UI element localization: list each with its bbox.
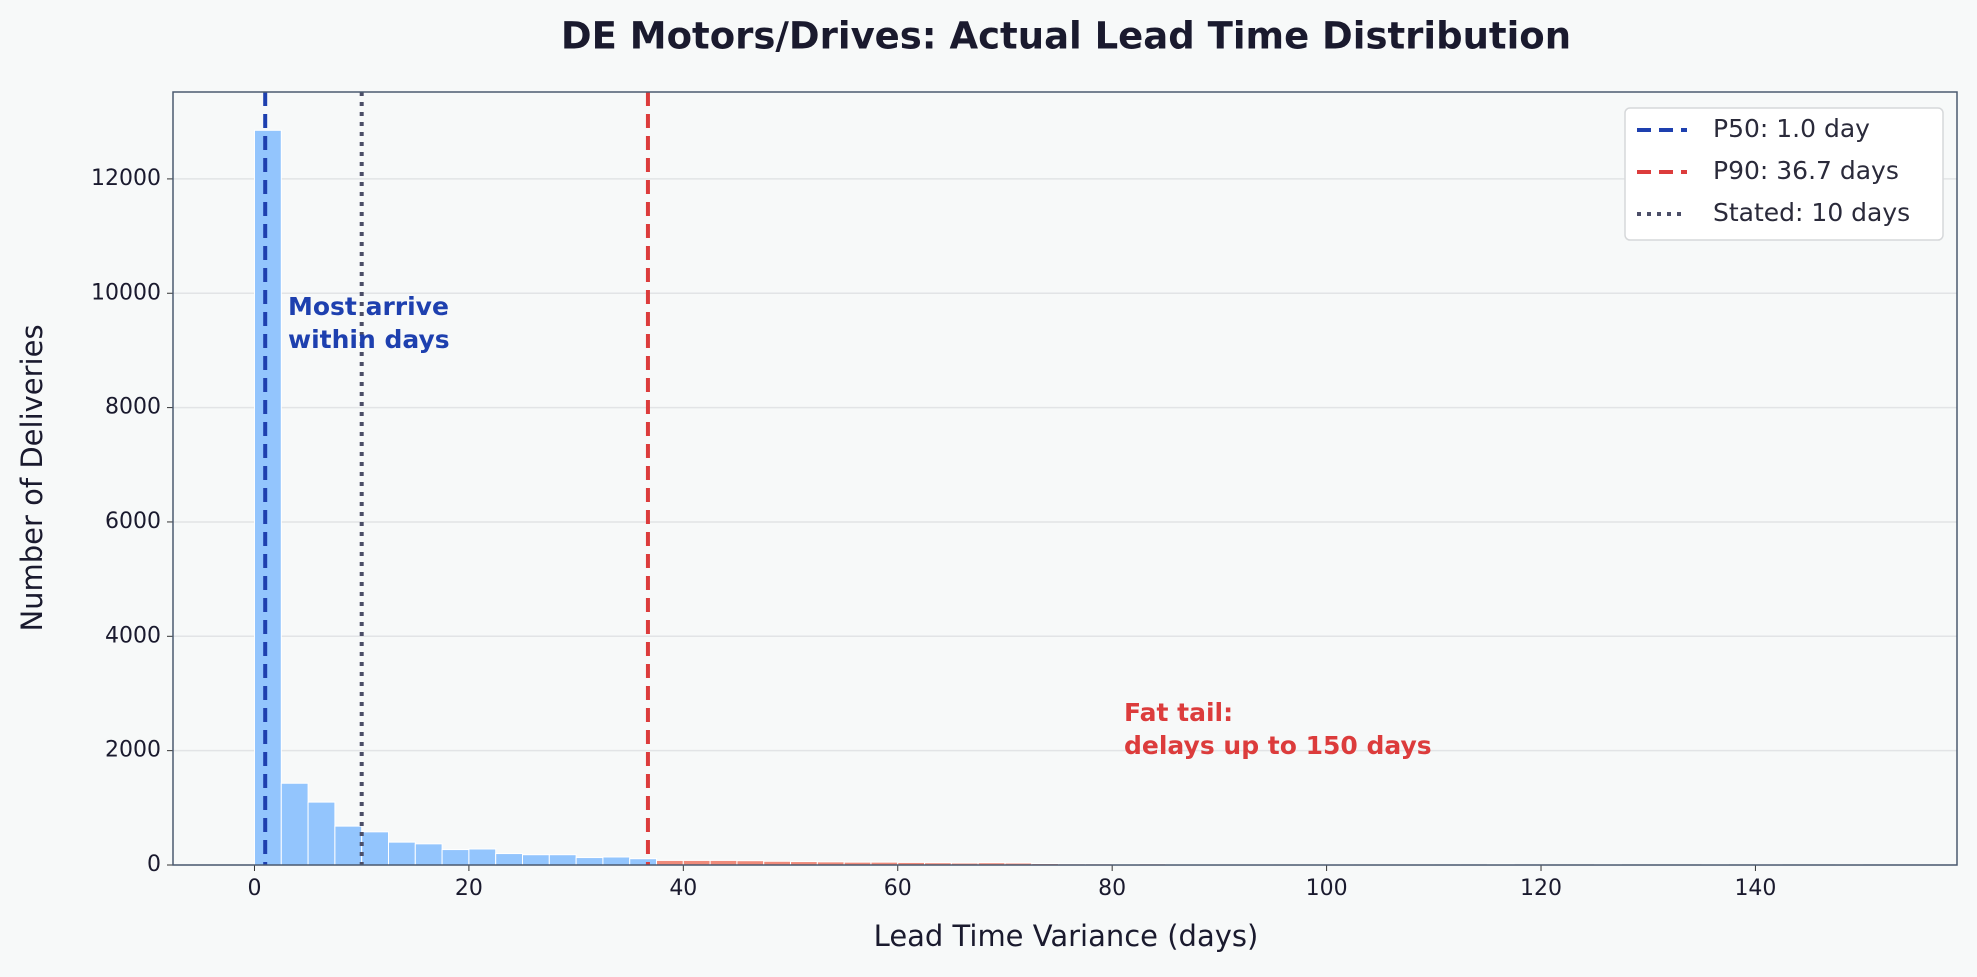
legend-box: [1624, 107, 1944, 241]
y-tick-label: 0: [147, 852, 161, 877]
bar: [629, 858, 658, 866]
x-tick-label: 0: [247, 876, 261, 901]
x-tick-label: 120: [1520, 876, 1562, 901]
x-axis-label: Lead Time Variance (days): [874, 919, 1259, 953]
bar: [414, 843, 443, 866]
bar: [387, 841, 416, 866]
x-tick-label: 60: [884, 876, 912, 901]
annotation: Fat tail:: [1124, 698, 1233, 727]
bar: [575, 857, 604, 866]
bar: [280, 782, 309, 866]
legend-label: P50: 1.0 day: [1713, 114, 1870, 143]
x-tick-label: 40: [669, 876, 697, 901]
y-tick-label: 6000: [105, 509, 161, 534]
bar: [307, 801, 336, 866]
bar: [468, 848, 497, 866]
bar: [334, 825, 363, 866]
y-tick-label: 8000: [105, 395, 161, 420]
bar: [441, 849, 470, 866]
y-tick-label: 10000: [91, 280, 161, 305]
y-tick-label: 4000: [105, 623, 161, 648]
bar: [253, 129, 282, 866]
x-tick-label: 80: [1098, 876, 1126, 901]
chart-title: DE Motors/Drives: Actual Lead Time Distr…: [561, 15, 1571, 58]
y-tick-label: 12000: [91, 166, 161, 191]
annotation: Most arrive: [288, 292, 449, 321]
plot-frame: [172, 91, 1958, 866]
y-tick-label: 2000: [105, 738, 161, 763]
bar: [522, 854, 550, 866]
x-tick-label: 100: [1306, 876, 1348, 901]
annotation: delays up to 150 days: [1124, 731, 1432, 760]
x-tick-label: 20: [455, 876, 483, 901]
x-tick-label: 140: [1734, 876, 1776, 901]
bar: [495, 853, 524, 866]
bar: [602, 856, 631, 866]
bar: [548, 854, 577, 866]
bar: [361, 831, 389, 866]
y-axis-label: Number of Deliveries: [15, 324, 49, 631]
legend-label: P90: 36.7 days: [1713, 156, 1899, 185]
legend-label: Stated: 10 days: [1713, 198, 1910, 227]
annotation: within days: [288, 325, 450, 354]
